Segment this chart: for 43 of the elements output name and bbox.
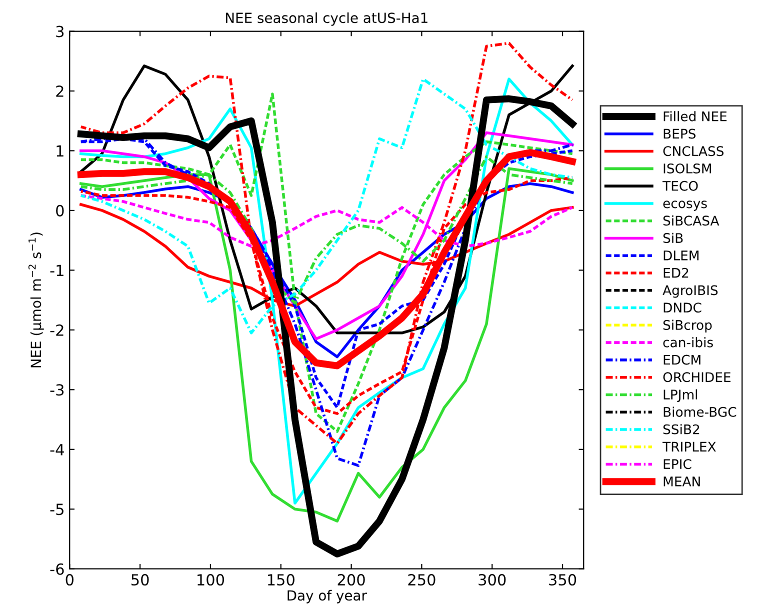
x-tick-label: 300 <box>478 574 506 586</box>
legend-label: BEPS <box>664 128 696 139</box>
legend-label: SSiB2 <box>663 424 700 434</box>
x-tick-label: 100 <box>198 574 224 586</box>
legend-label: LPJml <box>664 389 698 402</box>
legend-label: SiB <box>663 232 683 244</box>
legend-label: AgroIBIS <box>662 285 718 298</box>
legend-label: Biome-BGC <box>664 406 736 417</box>
y-tick-label: -4 <box>50 444 64 456</box>
x-tick-label: 0 <box>66 574 74 586</box>
legend-label: SiBcrop <box>663 320 712 333</box>
y-tick-label: -5 <box>50 504 64 516</box>
x-tick-label: 200 <box>338 574 365 586</box>
chart-title: NEE seasonal cycle atUS-Ha1 <box>226 12 428 26</box>
legend-label: DNDC <box>664 302 702 313</box>
legend-label: SiBCASA <box>663 215 720 226</box>
legend-label: CNCLASS <box>663 146 724 156</box>
legend-label: TECO <box>662 180 698 191</box>
legend-label: ISOLSM <box>664 164 712 174</box>
legend-label: EDCM <box>664 354 700 365</box>
x-tick-label: 50 <box>132 574 149 586</box>
legend-label: MEAN <box>664 476 700 486</box>
x-tick-label: 150 <box>268 574 294 586</box>
y-tick-label: 3 <box>56 26 64 38</box>
y-tick-label: 1 <box>56 145 64 157</box>
y-tick-label: -2 <box>50 324 64 336</box>
y-axis-title: NEE (μmol m$^{−2}$ s$^{−1}$) <box>28 232 44 368</box>
legend-label: ecosys <box>663 200 707 211</box>
legend-label: EPIC <box>664 459 692 470</box>
legend-label: can-ibis <box>663 337 713 348</box>
legend-label: TRIPLEX <box>662 442 716 452</box>
x-tick-label: 250 <box>408 574 436 586</box>
legend-label: ED2 <box>664 268 688 278</box>
y-tick-label: -6 <box>50 563 64 575</box>
legend-label: ORCHIDEE <box>663 372 730 382</box>
y-tick-label: -1 <box>50 264 64 276</box>
y-tick-label: 2 <box>56 85 64 97</box>
legend-label: Filled NEE <box>664 111 727 122</box>
y-tick-label: 0 <box>56 204 64 216</box>
y-tick-label: -3 <box>50 384 64 396</box>
x-axis-title: Day of year <box>288 590 367 604</box>
x-tick-label: 350 <box>549 574 576 586</box>
legend-label: DLEM <box>664 250 698 260</box>
